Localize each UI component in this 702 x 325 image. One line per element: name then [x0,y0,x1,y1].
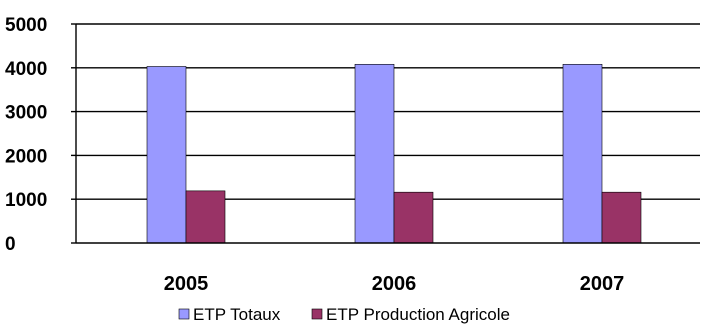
x-tick-label: 2007 [580,273,625,295]
axes [71,23,700,244]
y-tick-label: 1000 [5,190,47,211]
bar-etp-production-agricole-2007 [601,191,642,244]
bar-etp-totaux-2006 [354,63,395,244]
bars [146,63,642,244]
x-axis-ticks: 2005 2006 2007 [164,273,625,295]
legend-swatch [311,308,323,320]
y-tick-label: 4000 [5,59,47,80]
x-tick-label: 2006 [372,273,417,295]
bar-etp-production-agricole-2006 [393,191,434,244]
bar-etp-production-agricole-2005 [185,190,226,244]
y-tick-label: 5000 [5,15,47,36]
legend-label: ETP Totaux [193,305,281,324]
legend-label: ETP Production Agricole [326,305,510,324]
legend-swatch [178,308,190,320]
y-tick-label: 3000 [5,103,47,124]
bar-etp-totaux-2005 [146,66,187,244]
y-tick-label: 0 [5,234,16,255]
legend: ETP Totaux ETP Production Agricole [178,305,510,324]
y-tick-label: 2000 [5,146,47,167]
y-axis-ticks: 0 1000 2000 3000 4000 5000 [5,15,47,255]
x-tick-label: 2005 [164,273,209,295]
bar-etp-totaux-2007 [562,63,603,244]
